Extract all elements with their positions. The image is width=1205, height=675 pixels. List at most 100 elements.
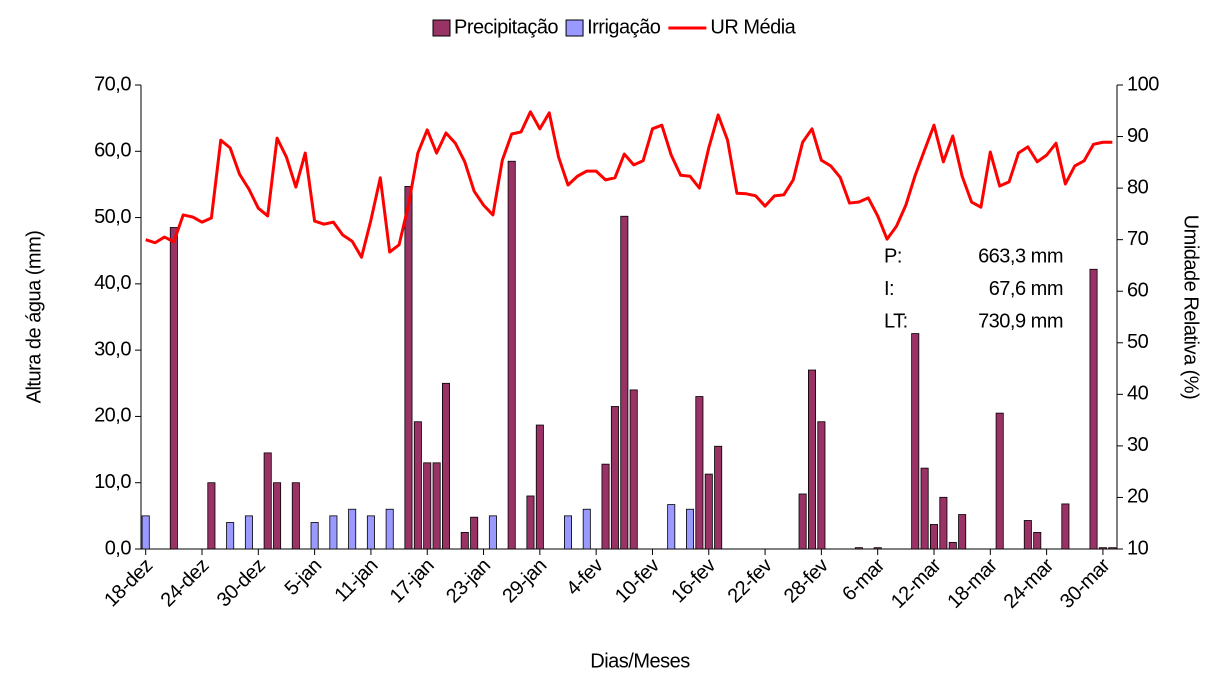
annotation-label: I: [884, 278, 894, 300]
y-tick-label: 50,0 [94, 206, 131, 228]
bar [329, 515, 338, 550]
bar [620, 215, 629, 550]
x-tick-label: 30-mar [1056, 554, 1115, 613]
bar [714, 445, 723, 550]
bar [460, 532, 469, 550]
bar [629, 389, 638, 550]
bar [667, 504, 676, 550]
y2-tick-label: 80 [1127, 176, 1149, 198]
bar [873, 547, 882, 550]
bar [564, 515, 573, 550]
bar [310, 522, 319, 550]
y2-tick-label: 10 [1127, 537, 1149, 559]
y2-tick-label: 30 [1127, 434, 1149, 456]
x-tick-label: 18-dez [100, 555, 157, 612]
x-tick-label: 16-fev [667, 554, 720, 607]
bar [1023, 520, 1032, 550]
x-tick-label: 24-mar [1000, 554, 1059, 613]
bar [366, 515, 375, 550]
bar [939, 496, 948, 550]
x-tick-label: 24-dez [157, 555, 214, 612]
annotation-value: 67,6 mm [989, 278, 1063, 300]
x-tick-label: 28-fev [780, 554, 833, 607]
bar [273, 482, 282, 550]
y2-tick-label: 20 [1127, 486, 1149, 508]
y-tick-label: 10,0 [94, 471, 131, 493]
bar [808, 369, 817, 550]
bar [348, 508, 357, 550]
x-tick-label: 29-jan [498, 555, 551, 608]
x-tick-label: 18-mar [943, 554, 1002, 613]
bar [291, 482, 300, 550]
x-tick-label: 22-fev [724, 554, 777, 607]
x-tick-label: 5-jan [281, 555, 326, 600]
x-tick-label: 17-jan [386, 555, 439, 608]
bar [1098, 547, 1107, 550]
bar [610, 406, 619, 550]
legend-swatch [432, 19, 451, 37]
legend-label: Irrigação [587, 16, 661, 38]
bar [404, 186, 413, 550]
bar [854, 547, 863, 550]
y2-tick-label: 50 [1127, 331, 1149, 353]
x-tick-label: 11-jan [330, 555, 382, 607]
bar [704, 473, 713, 550]
y2-tick-label: 60 [1127, 280, 1149, 302]
bar [1108, 547, 1117, 550]
bar [207, 482, 216, 550]
bar [1061, 503, 1070, 550]
annotation-value: 663,3 mm [978, 245, 1063, 267]
bar [441, 382, 450, 550]
bar [488, 515, 497, 550]
annotation-value: 730,9 mm [978, 310, 1063, 332]
bar [686, 508, 695, 550]
bar [432, 462, 441, 550]
annotation-label: LT: [884, 310, 908, 332]
y2-tick-label: 40 [1127, 383, 1149, 405]
y2-tick-label: 90 [1127, 125, 1149, 147]
line [145, 110, 1113, 259]
bar [470, 516, 479, 550]
y2-tick-label: 70 [1127, 228, 1149, 250]
bar [413, 421, 422, 550]
y-tick-label: 40,0 [94, 272, 131, 294]
annotation-label: P: [884, 245, 902, 267]
x-tick-label: 12-mar [887, 554, 946, 613]
bar [526, 495, 535, 550]
x-axis-title: Dias/Meses [590, 650, 690, 672]
bar [263, 452, 272, 550]
bar [535, 424, 544, 550]
x-tick-label: 10-fev [611, 554, 664, 607]
y-axis-title: Altura de água (mm) [23, 231, 45, 404]
bar [601, 463, 610, 550]
bar [958, 514, 967, 550]
bar [385, 508, 394, 550]
x-tick-label: 6-mar [838, 554, 889, 605]
bar [141, 515, 150, 550]
y-tick-label: 30,0 [94, 338, 131, 360]
bar [226, 522, 235, 550]
bar [695, 396, 704, 550]
bar [930, 524, 939, 550]
bar [920, 467, 929, 550]
legend-swatch [565, 19, 584, 37]
y-tick-label: 20,0 [94, 405, 131, 427]
bar [1089, 268, 1098, 550]
bar [798, 493, 807, 550]
y-tick-label: 60,0 [94, 140, 131, 162]
bar [911, 333, 920, 550]
bar [582, 508, 591, 550]
y-tick-label: 70,0 [94, 73, 131, 95]
bar [817, 421, 826, 550]
bar [1033, 532, 1042, 550]
bar [995, 412, 1004, 550]
x-tick-label: 23-jan [442, 555, 495, 608]
x-tick-label: 4-fev [562, 554, 608, 600]
bar [948, 541, 957, 550]
legend-label: UR Média [710, 16, 796, 38]
bar [169, 227, 178, 550]
y2-tick-label: 100 [1127, 73, 1159, 95]
y2-axis-title: Umidade Relativa (%) [1180, 215, 1202, 400]
